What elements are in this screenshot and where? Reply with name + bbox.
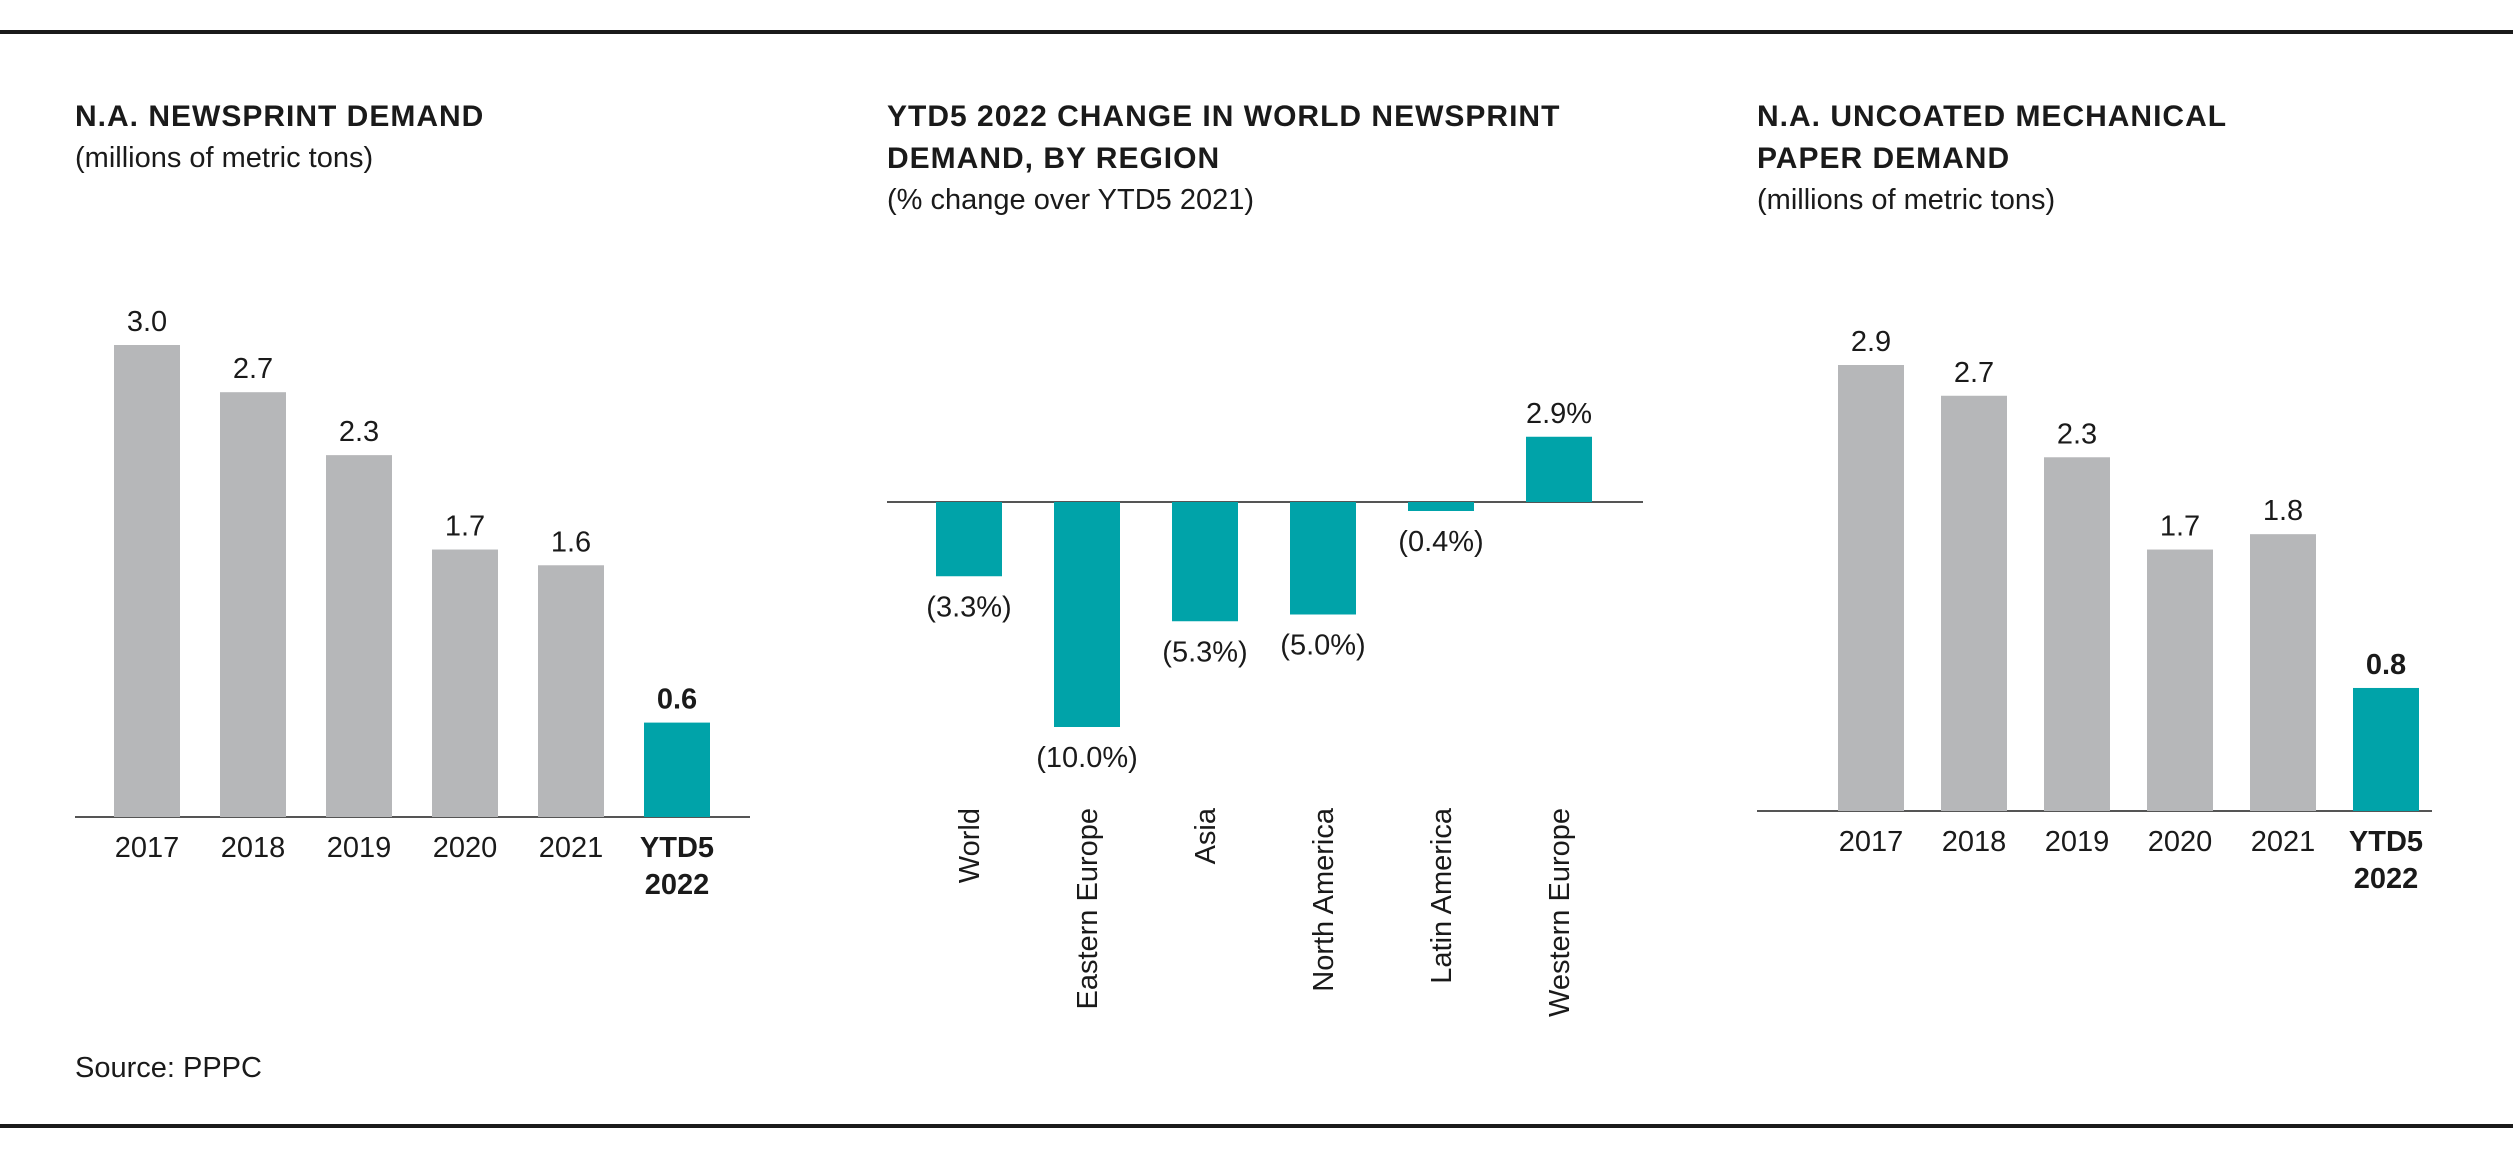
chart2-category-label: Western Europe [1544,808,1576,1017]
chart3-category-label: 2019 [2045,826,2110,858]
chart2-category-label: Eastern Europe [1072,808,1104,1010]
chart1-bar [538,565,604,817]
chart2-value-label: (10.0%) [1036,742,1138,774]
chart2-value-label: (0.4%) [1398,526,1483,558]
chart2-bar [936,502,1002,577]
chart2-value-label: 2.9% [1526,398,1592,430]
chart1-category-label: YTD5 [640,832,714,864]
chart1-category-label: 2019 [327,832,392,864]
chart2-category-label: Latin America [1426,807,1458,984]
chart3-value-label: 0.8 [2366,649,2406,681]
chart1-bar [220,392,286,817]
chart1-value-label: 2.3 [339,416,379,448]
chart3-header: N.A. UNCOATED MECHANICAL PAPER DEMAND (m… [1757,96,2497,220]
chart1-value-label: 3.0 [127,306,167,338]
chart1-bar [432,549,498,817]
chart3-value-label: 2.9 [1851,326,1891,358]
chart1-category-label: 2017 [115,832,180,864]
chart2-bar [1290,502,1356,615]
chart3-subtitle: (millions of metric tons) [1757,184,2056,216]
chart3-category-label: 2022 [2354,863,2419,895]
chart2-bar [1408,502,1474,511]
chart1-bar [644,722,710,817]
chart3-category-label: 2017 [1839,826,1904,858]
chart3-bar [2147,549,2213,811]
top-rule [0,30,2513,34]
chart3-category-label: 2021 [2251,826,2316,858]
chart1-title: N.A. NEWSPRINT DEMAND [75,100,485,133]
chart2-title-line1: YTD5 2022 CHANGE IN WORLD NEWSPRINT [887,100,1561,133]
chart1-header: N.A. NEWSPRINT DEMAND (millions of metri… [75,96,835,178]
chart1-value-label: 2.7 [233,353,273,385]
chart2-category-label: Asia [1190,807,1222,864]
chart1-category-label: 2018 [221,832,286,864]
chart1-value-label: 1.7 [445,511,485,543]
chart3-bar [1838,365,1904,811]
chart3-bar [2044,457,2110,811]
chart3-value-label: 1.8 [2263,495,2303,527]
chart1-subtitle: (millions of metric tons) [75,142,374,174]
chart2-value-label: (5.0%) [1280,630,1365,662]
chart3-category-label: 2018 [1942,826,2007,858]
chart3-bar [2250,534,2316,811]
chart3-value-label: 1.7 [2160,511,2200,543]
chart1-value-label: 1.6 [551,526,591,558]
chart1-category-label: 2020 [433,832,498,864]
chart3-title-line2: PAPER DEMAND [1757,142,2011,175]
chart2-category-label: World [954,808,986,883]
chart3-category-label: 2020 [2148,826,2213,858]
chart2-value-label: (5.3%) [1162,636,1247,668]
chart3-bar [1941,395,2007,811]
chart2-bar [1172,502,1238,622]
chart2-bar [1526,436,1592,502]
chart2-subtitle: (% change over YTD5 2021) [887,184,1255,216]
chart1-category-label: 2021 [539,832,604,864]
chart2-title-line2: DEMAND, BY REGION [887,142,1221,175]
chart1-bar [114,345,180,817]
chart2-header: YTD5 2022 CHANGE IN WORLD NEWSPRINT DEMA… [887,96,1767,220]
chart3-category-label: YTD5 [2349,826,2423,858]
bottom-rule [0,1124,2513,1128]
chart1-bar [326,455,392,817]
chart2-value-label: (3.3%) [926,591,1011,623]
chart2-bar [1054,502,1120,727]
chart3-bar [2353,687,2419,811]
chart1-category-label: 2022 [645,869,710,901]
chart3-value-label: 2.7 [1954,357,1994,389]
chart3-title-line1: N.A. UNCOATED MECHANICAL [1757,100,2228,133]
chart3-value-label: 2.3 [2057,418,2097,450]
chart1-value-label: 0.6 [657,684,697,716]
source-note: Source: PPPC [75,1052,262,1084]
chart2-category-label: North America [1308,807,1340,992]
